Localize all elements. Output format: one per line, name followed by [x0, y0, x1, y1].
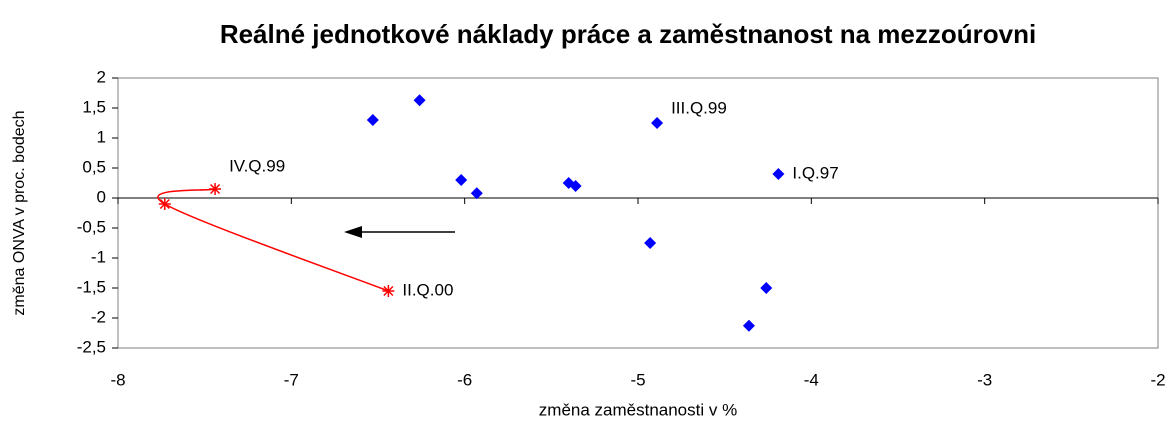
- y-tick-label: -0,5: [77, 217, 106, 236]
- y-tick-label: 1,5: [82, 97, 106, 116]
- series-line: [157, 188, 389, 292]
- point: [772, 168, 785, 180]
- y-tick-label: -1: [91, 247, 106, 266]
- point: [569, 180, 582, 192]
- point: [644, 237, 657, 249]
- point-label: II.Q.00: [402, 280, 453, 299]
- x-axis-title: změna zaměstnanosti v %: [539, 400, 737, 419]
- x-tick-label: -5: [630, 370, 645, 389]
- plot-area: [117, 77, 1159, 349]
- point: [651, 117, 664, 129]
- x-tick-label: -3: [977, 370, 992, 389]
- y-tick-label: -1,5: [77, 277, 106, 296]
- y-tick-label: -2: [91, 307, 106, 326]
- point-label: III.Q.99: [671, 98, 727, 117]
- point: [382, 285, 395, 297]
- x-tick-label: -7: [284, 370, 299, 389]
- y-tick-label: 2: [97, 67, 106, 86]
- x-tick-label: -4: [804, 370, 819, 389]
- x-tick-label: -2: [1150, 370, 1165, 389]
- point-label: I.Q.97: [792, 163, 838, 182]
- y-tick-label: -2,5: [77, 337, 106, 356]
- x-tick-label: -8: [110, 370, 125, 389]
- y-tick-label: 1: [97, 127, 106, 146]
- x-tick-label: -6: [457, 370, 472, 389]
- y-tick-label: 0: [97, 187, 106, 206]
- point: [760, 282, 773, 294]
- chart-title: Reálné jednotkové náklady práce a zaměst…: [220, 19, 1036, 49]
- arrow-head: [344, 226, 362, 238]
- point: [413, 94, 426, 107]
- point: [209, 183, 222, 195]
- point-label: IV.Q.99: [229, 156, 285, 175]
- point: [158, 198, 171, 210]
- point: [455, 174, 468, 186]
- point: [470, 187, 483, 200]
- y-tick-label: 0,5: [82, 157, 106, 176]
- point: [366, 114, 379, 126]
- y-axis-title: změna ONVA v proc. bodech: [11, 110, 28, 315]
- point: [742, 319, 755, 332]
